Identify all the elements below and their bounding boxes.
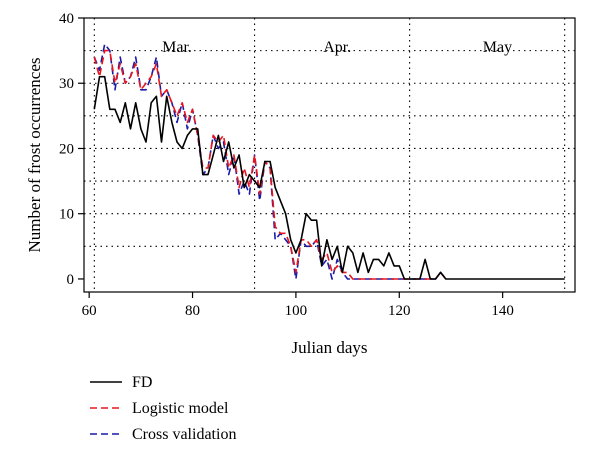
month-label: Apr. xyxy=(323,39,351,56)
y-tick-label: 10 xyxy=(59,207,74,223)
series-line-logistic-model xyxy=(93,49,447,280)
y-tick-label: 20 xyxy=(59,141,74,157)
y-tick-label: 40 xyxy=(59,11,74,27)
x-tick-label: 80 xyxy=(185,303,200,319)
legend-label: Cross validation xyxy=(132,426,236,443)
axes: 60 80 100 120 140 0 10 20 30 40 xyxy=(59,11,514,319)
legend: FD Logistic model Cross validation xyxy=(90,374,236,443)
legend-label: FD xyxy=(132,374,152,391)
x-axis-label: Julian days xyxy=(291,338,367,357)
y-tick-label: 0 xyxy=(67,272,75,288)
month-label: May xyxy=(483,39,512,56)
y-tick-label: 30 xyxy=(59,76,74,92)
x-tick-label: 120 xyxy=(388,303,411,319)
data-series xyxy=(93,43,565,280)
y-axis-label: Number of frost occurrences xyxy=(25,58,44,253)
month-labels: Mar. Apr. May xyxy=(162,39,512,56)
x-tick-label: 140 xyxy=(491,303,514,319)
month-label: Mar. xyxy=(162,39,192,56)
x-tick-label: 100 xyxy=(285,303,308,319)
series-line-fd xyxy=(93,75,565,280)
plot-frame xyxy=(83,17,576,293)
legend-label: Logistic model xyxy=(132,400,229,417)
x-tick-label: 60 xyxy=(82,303,97,319)
